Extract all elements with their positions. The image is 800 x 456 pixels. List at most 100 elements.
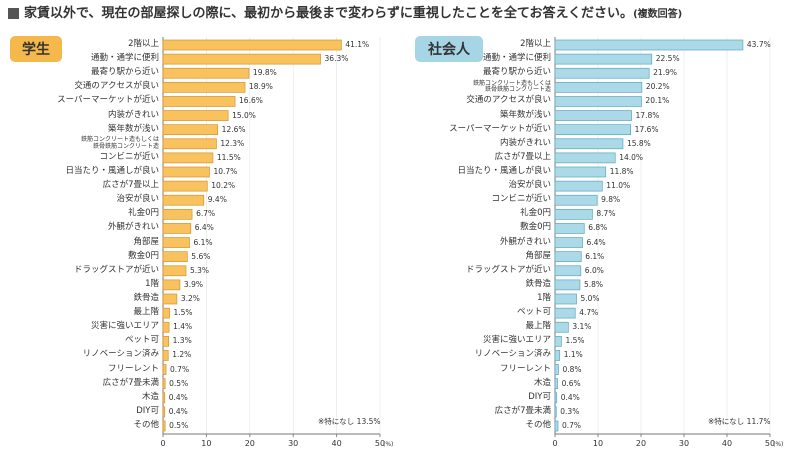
category-label: その他 (525, 420, 551, 430)
bar (554, 53, 653, 65)
value-label: 0.4% (168, 392, 188, 402)
x-tick-label: 40 (721, 439, 733, 448)
value-label: 43.7% (746, 40, 771, 49)
category-label: 最上階 (133, 307, 159, 318)
value-label: 14.0% (619, 152, 644, 162)
value-label: 0.8% (562, 364, 582, 374)
value-label: 4.7% (579, 308, 599, 318)
category-label: ペット可 (124, 335, 159, 346)
value-label: 6.7% (196, 209, 216, 219)
bar (162, 350, 169, 361)
title-note: (複数回答) (633, 9, 683, 20)
value-label: 3.9% (183, 279, 203, 289)
value-label: 0.4% (168, 406, 188, 416)
x-axis-unit: (%) (383, 441, 394, 448)
category-label: 礼金0円 (128, 208, 159, 219)
value-label: 17.8% (635, 110, 660, 120)
bar (162, 420, 166, 432)
category-label: 鉄筋コンクリート造もしくは 鉄骨鉄筋コンクリート造 (472, 79, 551, 94)
value-label: 12.3% (220, 138, 245, 148)
bar (162, 39, 342, 51)
category-label: 木造 (533, 377, 551, 388)
x-tick-label: 50 (374, 439, 386, 448)
bar (162, 237, 190, 248)
value-label: 0.7% (562, 421, 582, 430)
value-label: 12.6% (221, 124, 246, 134)
panel-badge: 学生 (10, 36, 62, 62)
value-label: 9.8% (601, 195, 621, 205)
bar (162, 307, 170, 319)
category-label: 木造 (141, 391, 159, 402)
value-label: 6.4% (586, 237, 606, 247)
bar (162, 194, 205, 206)
value-label: 5.6% (191, 251, 211, 261)
bar (162, 279, 181, 291)
bar (162, 293, 178, 305)
category-label: コンビニが近い (491, 194, 551, 205)
value-label: 0.6% (561, 378, 581, 388)
value-label: 15.8% (626, 138, 651, 148)
bar (162, 166, 210, 178)
value-label: 11.0% (606, 181, 631, 191)
category-label: フリーレント (107, 363, 159, 374)
bar (162, 406, 166, 418)
bar (554, 420, 559, 432)
category-label: 通勤・通学に便利 (90, 53, 159, 64)
value-label: 6.1% (585, 251, 605, 261)
value-label: 11.5% (216, 152, 241, 162)
value-label: 41.1% (345, 40, 370, 49)
bar (162, 110, 229, 121)
note: ※特になし 13.5% (318, 417, 381, 426)
value-label: 0.5% (169, 378, 189, 388)
category-label: その他 (133, 420, 159, 430)
value-label: 6.8% (588, 223, 608, 233)
bar (554, 166, 607, 178)
category-label: 角部屋 (525, 250, 551, 261)
value-label: 10.7% (213, 167, 238, 176)
bar (162, 138, 217, 150)
category-label: 災害に強いエリア (90, 321, 159, 332)
x-tick-label: 0 (552, 439, 558, 448)
x-tick-label: 20 (244, 439, 255, 448)
category-label: 広さが7畳未満 (494, 405, 551, 416)
bar (554, 251, 582, 263)
bar (554, 180, 603, 192)
bar (162, 53, 321, 65)
bar (162, 208, 193, 220)
value-label: 6.1% (193, 237, 213, 247)
value-label: 9.4% (207, 195, 227, 205)
category-label: 広さが7畳以上 (494, 151, 551, 162)
x-tick-label: 10 (592, 439, 604, 448)
category-label: DIY可 (528, 391, 551, 402)
category-label: 災害に強いエリア (482, 335, 551, 346)
value-label: 18.9% (249, 82, 273, 92)
category-label: 築年数が浅い (499, 109, 551, 120)
category-label: ペット可 (516, 307, 551, 318)
category-label: 最上階 (525, 321, 551, 332)
value-label: 3.1% (572, 322, 592, 332)
bar (554, 208, 593, 220)
category-label: ドラッグストアが近い (465, 264, 551, 275)
bar (554, 307, 576, 319)
category-label: 交通のアクセスが良い (74, 81, 159, 92)
x-tick-label: 30 (678, 439, 690, 448)
category-label: 広さが7畳以上 (102, 180, 159, 191)
category-label: 1階 (145, 278, 159, 289)
bar (554, 194, 598, 206)
value-label: 6.4% (194, 223, 214, 233)
value-label: 5.0% (580, 294, 600, 303)
bar (162, 251, 188, 263)
value-label: 1.1% (563, 350, 583, 360)
bar (162, 321, 170, 333)
bar (162, 124, 219, 136)
bar (554, 350, 561, 361)
bar (162, 180, 208, 192)
category-label: 鉄骨造 (133, 293, 159, 303)
bar (554, 406, 557, 418)
value-label: 0.7% (170, 364, 190, 374)
bar (162, 364, 167, 375)
x-tick-label: 40 (331, 439, 342, 448)
bar (554, 364, 559, 375)
bar (554, 293, 577, 305)
